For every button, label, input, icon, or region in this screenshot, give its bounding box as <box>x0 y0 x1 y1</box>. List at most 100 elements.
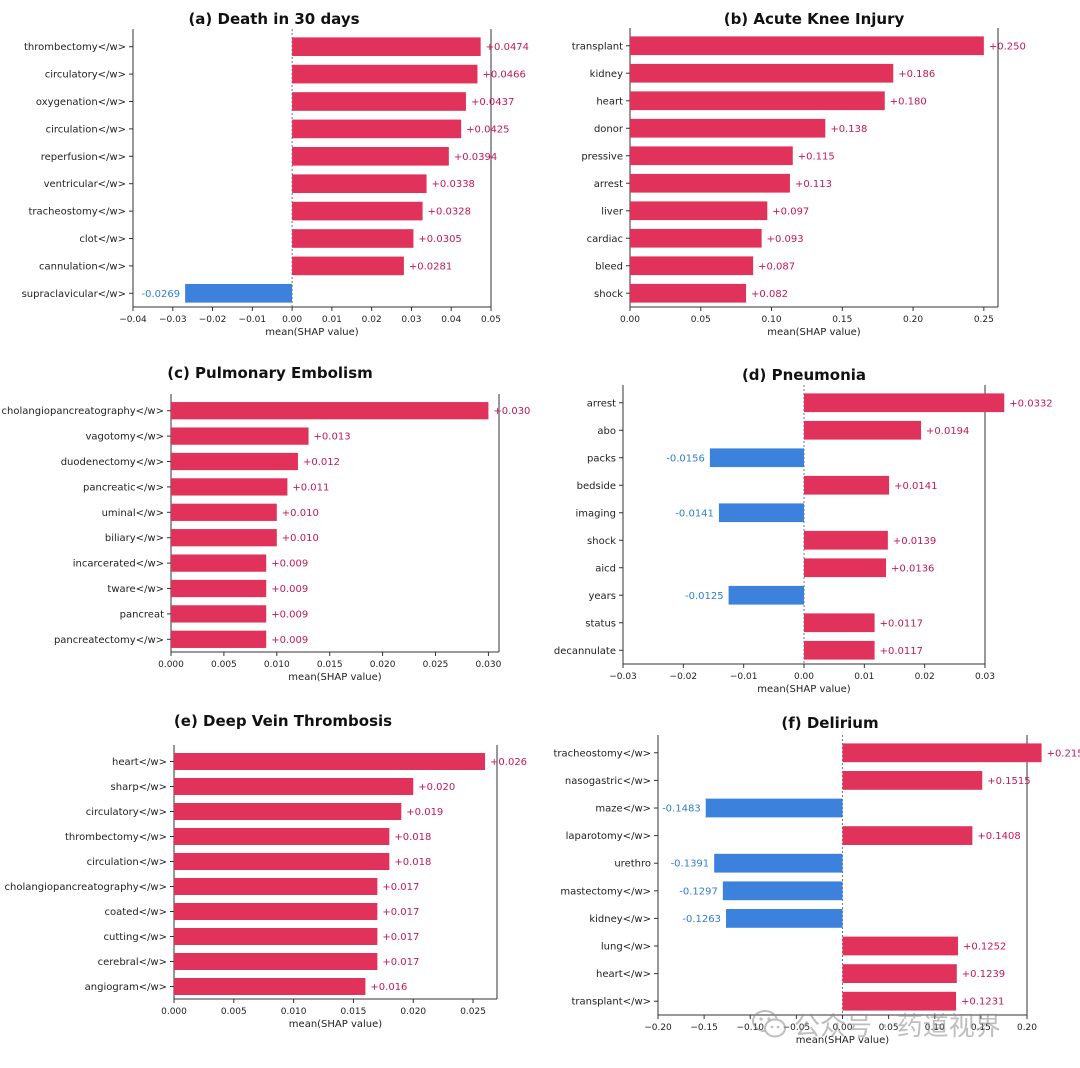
category-label: cutting</w> <box>104 932 167 943</box>
bar <box>842 826 973 845</box>
category-label: cannulation</w> <box>39 261 126 272</box>
category-label: biliary</w> <box>105 533 164 544</box>
x-tick-label: 0.15 <box>832 315 852 325</box>
chart-title: (a) Death in 30 days <box>188 10 359 28</box>
value-label: +0.0117 <box>880 646 923 657</box>
x-tick-label: 0.000 <box>161 1007 187 1017</box>
value-label: -0.0156 <box>666 453 705 464</box>
value-label: +0.0425 <box>466 124 509 135</box>
category-label: ventricular</w> <box>44 179 126 190</box>
value-label: +0.017 <box>382 957 419 968</box>
chart-title: (b) Acute Knee Injury <box>724 10 905 28</box>
category-label: kidney</w> <box>589 914 651 925</box>
category-label: cholangiopancreatography</w> <box>2 406 164 417</box>
x-tick-label: 0.05 <box>481 315 501 325</box>
value-label: +0.1515 <box>987 776 1030 787</box>
value-label: +0.026 <box>490 757 527 768</box>
category-label: arrest <box>594 179 623 190</box>
bar <box>842 964 957 983</box>
x-tick-label: 0.02 <box>915 672 935 682</box>
bar <box>630 36 984 56</box>
category-label: clot</w> <box>79 234 126 245</box>
x-tick-label: 0.01 <box>854 672 874 682</box>
bar <box>292 37 481 57</box>
value-label: -0.0125 <box>685 591 724 602</box>
value-label: -0.0141 <box>675 508 714 519</box>
bar <box>705 798 843 818</box>
bar <box>722 881 843 901</box>
x-axis-label: mean(SHAP value) <box>757 684 850 695</box>
value-label: -0.1483 <box>662 804 701 815</box>
category-label: maze</w> <box>595 804 651 815</box>
x-tick-label: −0.04 <box>119 315 147 325</box>
category-label: heart</w> <box>112 757 167 768</box>
category-label: tracheostomy</w> <box>29 207 126 218</box>
x-tick-label: 0.005 <box>211 660 237 670</box>
x-tick-label: 0.025 <box>423 660 449 670</box>
bar <box>292 174 427 194</box>
category-label: reperfusion</w> <box>41 152 126 163</box>
category-label: angiogram</w> <box>85 982 167 993</box>
value-label: +0.113 <box>795 179 832 190</box>
bar <box>292 256 404 276</box>
category-label: donor <box>594 124 624 135</box>
x-tick-label: 0.02 <box>362 315 382 325</box>
value-label: +0.1239 <box>962 969 1005 980</box>
category-label: status <box>585 618 616 629</box>
value-label: +0.010 <box>282 533 319 544</box>
bar <box>171 605 267 623</box>
x-tick-label: −0.05 <box>783 1023 811 1033</box>
x-tick-label: 0.05 <box>879 1023 899 1033</box>
bar <box>174 778 414 795</box>
bar <box>171 554 267 572</box>
category-label: nasogastric</w> <box>565 776 651 787</box>
x-tick-label: 0.00 <box>282 315 302 325</box>
bar <box>725 909 843 928</box>
category-label: arrest <box>587 398 616 409</box>
bar <box>842 991 957 1011</box>
category-label: circulatory</w> <box>45 70 126 81</box>
category-label: bedside <box>577 481 616 492</box>
value-label: +0.2158 <box>1047 748 1080 759</box>
bar <box>174 978 366 995</box>
value-label: +0.0117 <box>880 618 923 629</box>
x-tick-label: −0.20 <box>644 1023 672 1033</box>
category-label: heart <box>596 96 623 107</box>
x-axis-label: mean(SHAP value) <box>289 1019 382 1030</box>
bar <box>174 928 378 945</box>
category-label: uminal</w> <box>102 508 164 519</box>
value-label: +0.009 <box>271 635 308 646</box>
category-label: transplant <box>572 41 623 52</box>
category-label: cerebral</w> <box>98 957 167 968</box>
x-tick-label: −0.03 <box>609 672 637 682</box>
bar <box>292 201 423 221</box>
category-label: lung</w> <box>601 942 651 953</box>
bar <box>171 529 277 547</box>
bar <box>171 579 267 598</box>
bar <box>292 119 462 139</box>
value-label: +0.0305 <box>418 234 461 245</box>
bar <box>804 420 922 440</box>
bar <box>630 201 768 221</box>
value-label: +0.012 <box>303 457 340 468</box>
value-label: +0.013 <box>314 432 351 443</box>
category-label: years <box>588 591 616 602</box>
value-label: +0.017 <box>382 932 419 943</box>
category-label: imaging <box>576 508 616 519</box>
value-label: +0.020 <box>418 782 455 793</box>
bar <box>804 530 888 550</box>
bar <box>842 936 958 956</box>
value-label: +0.186 <box>898 69 935 80</box>
x-axis-label: mean(SHAP value) <box>796 1035 889 1046</box>
bar <box>842 743 1042 763</box>
value-label: +0.0338 <box>432 179 475 190</box>
category-label: thrombectomy</w> <box>65 832 167 843</box>
x-axis-label: mean(SHAP value) <box>288 672 381 683</box>
category-label: laparotomy</w> <box>566 831 651 842</box>
x-tick-label: 0.04 <box>441 315 461 325</box>
value-label: +0.0136 <box>891 563 934 574</box>
category-label: packs <box>587 453 616 464</box>
x-tick-label: 0.020 <box>400 1007 426 1017</box>
watermark: 公众号 · 药道视界 <box>752 1004 1001 1044</box>
